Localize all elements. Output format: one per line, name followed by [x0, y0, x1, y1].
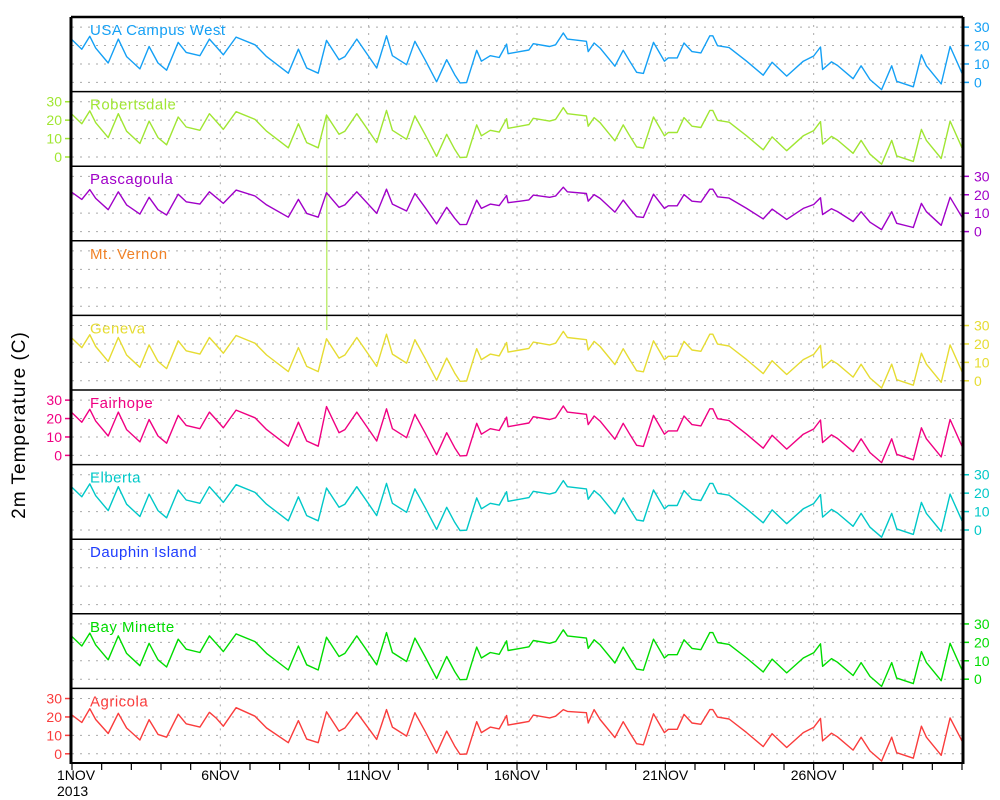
station-label: Robertsdale	[90, 97, 176, 114]
y-tick-label: 0	[974, 74, 982, 90]
series-line	[71, 707, 963, 762]
panel-pascagoula: 0 10 20 30 Pascagoula	[71, 166, 990, 242]
y-tick-label: 30	[46, 392, 62, 408]
station-label: Pascagoula	[90, 171, 174, 188]
station-label: Agricola	[90, 693, 148, 710]
x-tick-sublabel: 2013	[57, 783, 88, 799]
station-label: USA Campus West	[90, 22, 226, 39]
x-tick-label: 1NOV	[57, 767, 96, 783]
series-line	[71, 479, 963, 538]
station-label: Geneva	[90, 320, 146, 337]
y-tick-label: 0	[974, 373, 982, 389]
y-tick-label: 20	[974, 485, 990, 501]
y-tick-label: 0	[974, 224, 982, 240]
y-tick-label: 0	[974, 522, 982, 538]
x-tick-label: 16NOV	[494, 767, 541, 783]
y-tick-label: 30	[974, 467, 990, 483]
y-tick-label: 30	[974, 19, 990, 35]
panel-elberta: 0 10 20 30 Elberta	[71, 464, 990, 540]
y-tick-label: 20	[46, 709, 62, 725]
series-line	[71, 186, 963, 231]
y-tick-label: 10	[974, 354, 990, 370]
panel-robertsdale: 0 10 20 30 Robertsdale	[46, 91, 963, 331]
station-label: Elberta	[90, 470, 141, 487]
y-tick-label: 10	[974, 205, 990, 221]
x-tick-label: 6NOV	[201, 767, 240, 783]
y-tick-label: 20	[46, 411, 62, 427]
panel-fairhope: 0 10 20 30 Fairhope	[46, 390, 963, 466]
series-line	[71, 405, 963, 464]
y-tick-label: 30	[974, 318, 990, 334]
series-line	[71, 629, 963, 688]
y-tick-label: 20	[974, 634, 990, 650]
y-tick-label: 10	[46, 727, 62, 743]
y-tick-label: 0	[974, 671, 982, 687]
station-label: Mt. Vernon	[90, 246, 168, 263]
y-tick-label: 20	[974, 336, 990, 352]
series-line	[71, 330, 963, 389]
x-tick-label: 21NOV	[642, 767, 689, 783]
y-tick-label: 10	[974, 653, 990, 669]
y-tick-label: 0	[54, 149, 62, 165]
station-label: Dauphin Island	[90, 544, 197, 561]
series-line	[71, 106, 963, 165]
y-tick-label: 10	[974, 56, 990, 72]
panel-usa-campus-west: 0 10 20 30 USA Campus West	[71, 17, 990, 93]
y-tick-label: 20	[974, 38, 990, 54]
panel-dauphin-island: Dauphin Island	[72, 539, 962, 615]
y-tick-label: 30	[974, 616, 990, 632]
y-tick-label: 0	[54, 746, 62, 762]
y-axis-label: 2m Temperature (C)	[9, 331, 30, 519]
y-tick-label: 30	[46, 691, 62, 707]
station-label: Bay Minette	[90, 619, 175, 636]
y-tick-label: 10	[46, 429, 62, 445]
y-tick-label: 30	[974, 168, 990, 184]
y-tick-label: 30	[46, 94, 62, 110]
y-tick-label: 10	[46, 131, 62, 147]
y-tick-label: 20	[46, 112, 62, 128]
x-tick-label: 11NOV	[346, 767, 392, 783]
station-label: Fairhope	[90, 395, 153, 412]
x-tick-label: 26NOV	[791, 767, 838, 783]
y-tick-label: 20	[974, 187, 990, 203]
series-line	[71, 32, 963, 91]
panel-bay-minette: 0 10 20 30 Bay Minette	[71, 613, 990, 690]
y-tick-label: 10	[974, 504, 990, 520]
panel-agricola: 0 10 20 30 Agricola	[46, 688, 963, 764]
y-tick-label: 0	[54, 447, 62, 463]
panel-mt-vernon: Mt. Vernon	[72, 240, 962, 317]
panel-geneva: 0 10 20 30 Geneva	[71, 315, 990, 391]
